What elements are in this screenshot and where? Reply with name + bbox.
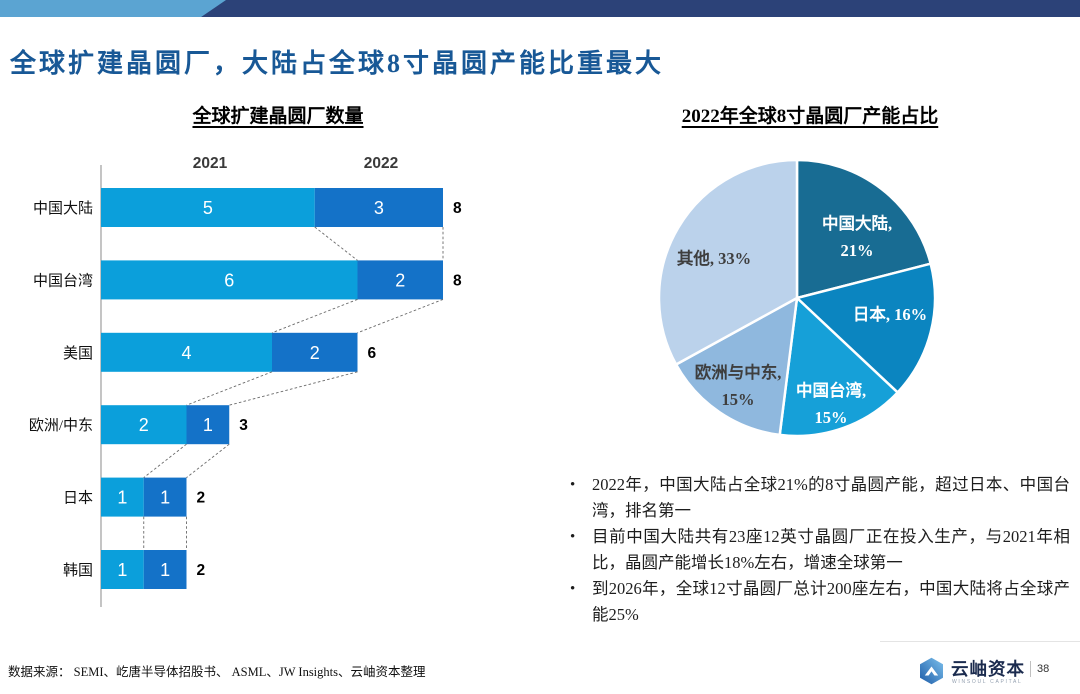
- bar-segment: [101, 260, 358, 300]
- bar-category-label: 中国大陆: [33, 200, 93, 217]
- bar-segment: [314, 188, 443, 227]
- bar-value-label: 1: [117, 488, 127, 508]
- bar-series-header: 2021: [193, 155, 228, 172]
- bar-value-label: 2: [395, 270, 405, 290]
- pie-slice-label: 中国台湾, 15%: [796, 380, 866, 427]
- connector-line: [186, 443, 230, 478]
- bar-value-label: 1: [117, 560, 127, 580]
- bar-segment: [101, 405, 187, 445]
- pie-slice-label: 中国大陆, 21%: [822, 213, 892, 260]
- connector-line: [229, 371, 358, 406]
- bar-category-label: 日本: [63, 490, 93, 507]
- top-banner: [0, 0, 1080, 17]
- company-logo: 云岫资本 WINSOUL CAPITAL 38: [918, 655, 1068, 689]
- page-number: 38: [1037, 663, 1050, 675]
- connector-line: [186, 371, 273, 406]
- bar-total-label: 8: [453, 200, 462, 217]
- bullet-item: 目前中国大陆共有23座12英寸晶圆厂正在投入生产，与2021年相比，晶圆产能增长…: [562, 524, 1070, 576]
- data-source-note: 数据来源： SEMI、屹唐半导体招股书、 ASML、JW Insights、云岫…: [8, 665, 426, 679]
- bar-segment: [272, 332, 358, 372]
- bar-chart-title: 全球扩建晶圆厂数量: [192, 106, 364, 127]
- pie-slice-label: 日本, 16%: [853, 304, 927, 324]
- connector-line: [357, 298, 444, 334]
- bar-value-label: 5: [203, 198, 213, 218]
- bullet-item: 到2026年，全球12寸晶圆厂总计200座左右，中国大陆将占全球产能25%: [562, 576, 1070, 628]
- pie-slice-label: 欧洲与中东, 15%: [695, 362, 782, 409]
- bar-segment: [101, 188, 315, 227]
- bar-series-header: 2022: [364, 155, 398, 172]
- bar-segment: [143, 477, 187, 517]
- page-number-divider: [1030, 661, 1031, 677]
- bar-category-label: 中国台湾: [33, 272, 93, 289]
- winsoul-hexagon-icon: [920, 657, 943, 685]
- insight-bullets: 2022年，中国大陆占全球21%的8寸晶圆产能，超过日本、中国台湾，排名第一 目…: [562, 472, 1070, 628]
- bar-total-label: 8: [453, 272, 462, 289]
- pie-slice: [657, 158, 799, 366]
- bar-segment: [101, 332, 272, 372]
- bar-category-label: 美国: [63, 345, 93, 362]
- pie-slice: [778, 296, 899, 438]
- pie-chart: 中国大陆, 21% 日本, 16% 中国台湾, 15% 欧洲与中东, 15% 其他, 33%: [657, 158, 937, 438]
- pie-slice-label: 其他, 33%: [677, 248, 751, 268]
- bar-value-label: 6: [224, 270, 234, 290]
- banner-dark-bar: [0, 0, 1080, 17]
- bar-segment: [143, 550, 187, 589]
- pie-slice: [795, 158, 932, 300]
- bar-total-label: 3: [239, 417, 248, 434]
- bar-value-label: 3: [374, 198, 384, 218]
- bar-category-label: 韩国: [63, 562, 93, 579]
- bullet-item: 2022年，中国大陆占全球21%的8寸晶圆产能，超过日本、中国台湾，排名第一: [562, 472, 1070, 524]
- bar-total-label: 2: [197, 490, 206, 507]
- footer-divider: [880, 641, 1080, 642]
- connector-line: [314, 226, 358, 261]
- bar-segment: [101, 477, 144, 517]
- page-title: 全球扩建晶圆厂，大陆占全球8寸晶圆产能比重最大: [10, 49, 665, 79]
- bar-chart: 2021 2022 中国大陆 5 3 8 中国台湾 6 2 8 美国 4 2 6 欧洲/中东 2 1 3 日本 1 1 2…: [29, 155, 462, 607]
- pie-chart-title: 2022年全球8寸晶圆厂产能占比: [681, 106, 939, 127]
- brand-subtitle: WINSOUL CAPITAL: [952, 679, 1023, 685]
- banner-light-accent: [0, 0, 226, 17]
- bar-value-label: 2: [139, 415, 149, 435]
- bar-total-label: 2: [197, 562, 206, 579]
- bar-value-label: 4: [181, 343, 191, 363]
- bar-value-label: 2: [310, 343, 320, 363]
- pie-slice: [674, 296, 799, 437]
- pie-slice: [795, 262, 937, 394]
- bar-value-label: 1: [160, 488, 170, 508]
- bar-category-label: 欧洲/中东: [29, 417, 93, 434]
- connector-line: [143, 443, 187, 478]
- brand-name: 云岫资本: [951, 659, 1025, 679]
- bar-total-label: 6: [368, 345, 377, 362]
- bar-segment: [357, 260, 443, 300]
- bar-value-label: 1: [203, 415, 213, 435]
- bar-segment: [101, 550, 144, 589]
- bar-value-label: 1: [160, 560, 170, 580]
- connector-line: [271, 298, 358, 334]
- bar-segment: [186, 405, 230, 445]
